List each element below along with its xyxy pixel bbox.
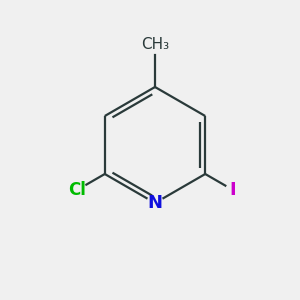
Text: I: I — [230, 181, 236, 199]
Circle shape — [68, 181, 86, 199]
Text: CH₃: CH₃ — [141, 37, 169, 52]
Circle shape — [147, 195, 163, 211]
Circle shape — [226, 183, 240, 197]
Text: Cl: Cl — [68, 181, 86, 199]
Text: N: N — [148, 194, 163, 212]
